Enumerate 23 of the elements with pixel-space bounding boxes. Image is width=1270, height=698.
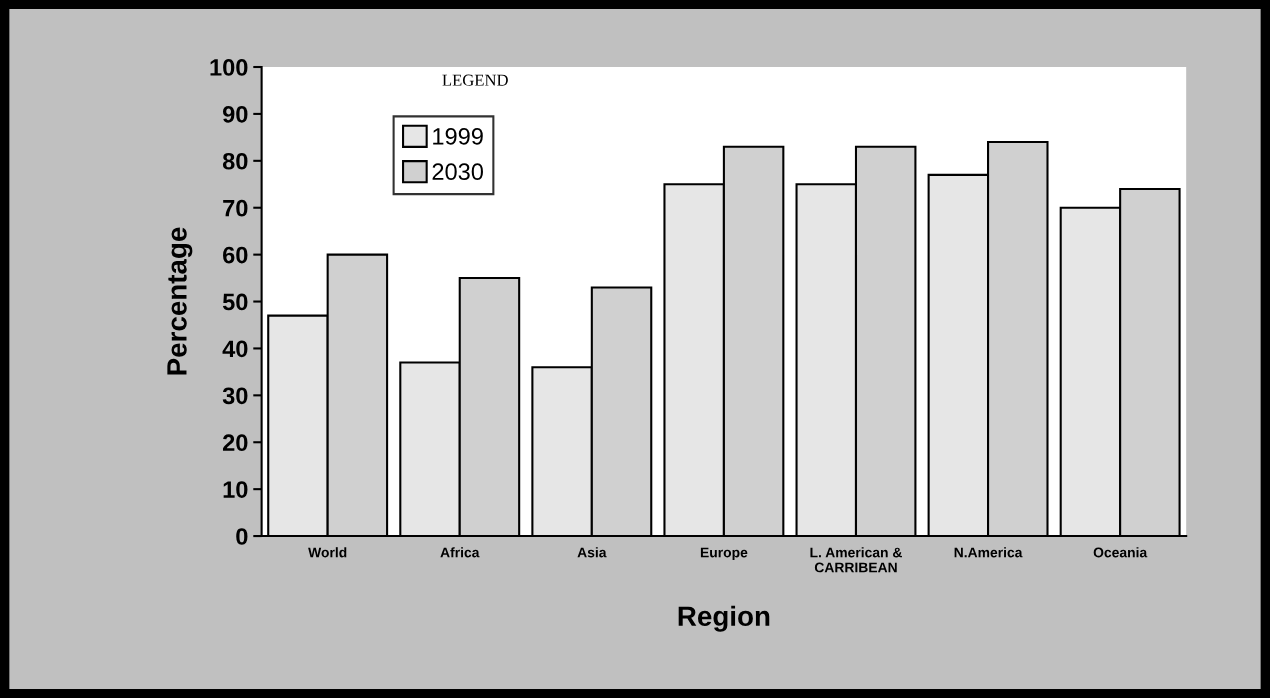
legend-label: 1999 — [433, 127, 483, 145]
x-tick-label: Asia — [577, 547, 607, 558]
y-tick-label: 0 — [236, 528, 248, 545]
x-tick-label: Europe — [700, 547, 748, 561]
x-tick-label: Africa — [440, 547, 480, 558]
y-axis-title: Percentage — [167, 227, 193, 375]
y-tick-label: 40 — [222, 340, 248, 358]
y-tick-label: 70 — [223, 199, 248, 217]
y-tick-label: 60 — [223, 246, 248, 264]
x-tick-label: N.America — [954, 547, 1023, 558]
y-tick-label: 100 — [210, 59, 248, 76]
y-tick-label: 80 — [222, 152, 248, 170]
x-axis-title: Region — [678, 605, 770, 632]
legend-title: LEGEND — [442, 74, 508, 86]
y-tick-label: 30 — [222, 387, 248, 405]
x-tick-label: L. American & CARRIBEAN — [810, 547, 902, 573]
y-tick-label: 20 — [222, 434, 248, 452]
legend-label: 2030 — [432, 163, 483, 181]
x-tick-label: Oceania — [1093, 547, 1148, 558]
y-tick-label: 10 — [223, 481, 248, 498]
y-tick-label: 90 — [222, 105, 248, 123]
x-tick-label: World — [308, 547, 347, 558]
y-tick-label: 50 — [222, 293, 248, 311]
